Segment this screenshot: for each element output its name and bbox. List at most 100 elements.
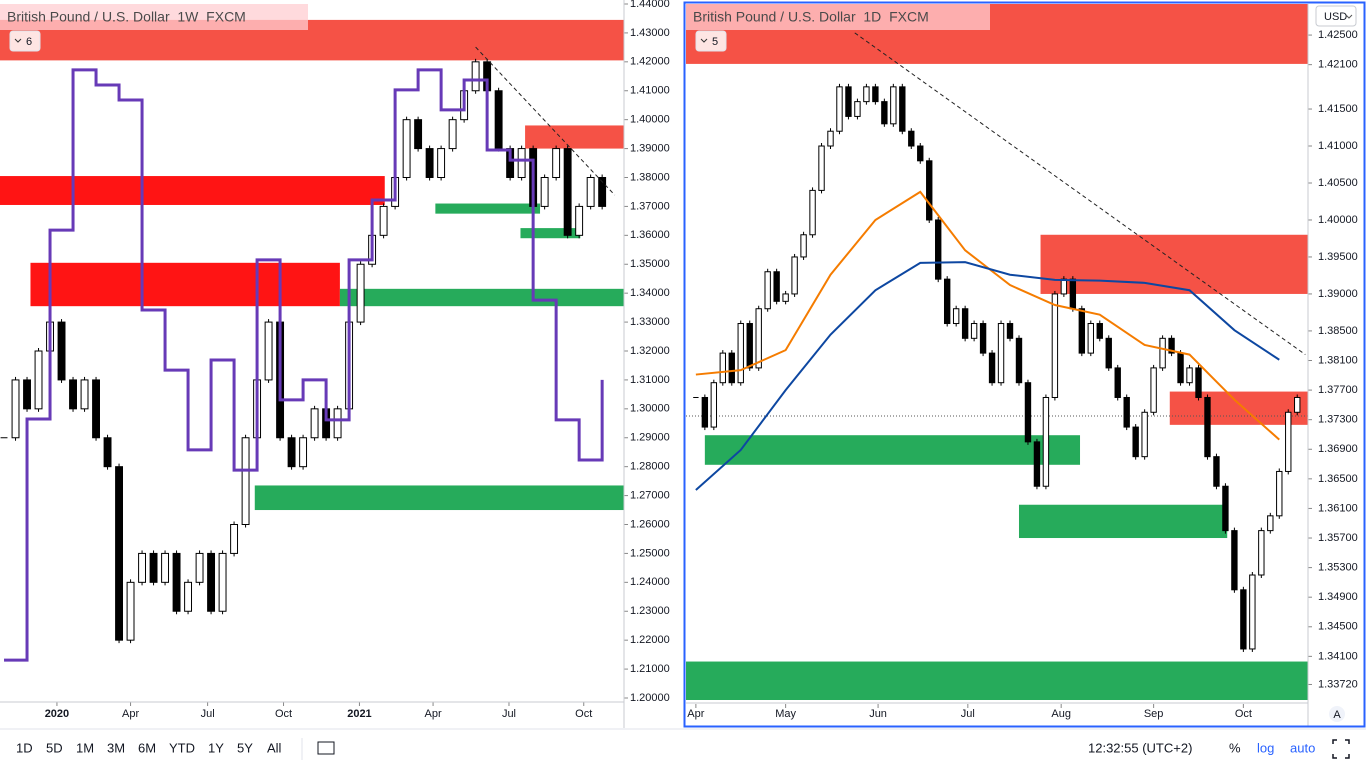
compare-icon[interactable] <box>317 741 335 755</box>
range-button[interactable]: 3M <box>107 740 125 755</box>
currency-button[interactable] <box>1315 5 1357 27</box>
y-tick-label: 1.25000 <box>630 547 670 559</box>
candle <box>80 379 89 410</box>
zone <box>525 125 624 149</box>
x-tick-label: Apr <box>687 708 704 720</box>
x-tick-label: Oct <box>275 708 292 720</box>
candle <box>103 437 112 468</box>
candle <box>402 119 411 178</box>
candle <box>800 234 807 258</box>
fullscreen-icon[interactable] <box>1332 739 1350 759</box>
currency-label: USD <box>1324 11 1347 23</box>
candle <box>57 321 66 381</box>
candle <box>1096 323 1103 339</box>
candle <box>264 321 273 381</box>
auto-toggle[interactable]: auto <box>1290 740 1315 755</box>
candle <box>1186 367 1193 384</box>
zone <box>339 288 624 307</box>
y-tick-label: 1.23000 <box>630 605 670 617</box>
y-tick-label: 1.35700 <box>1318 532 1358 544</box>
candle <box>1204 396 1211 458</box>
candle <box>494 90 503 150</box>
candle <box>872 86 879 103</box>
y-tick-label: 1.24000 <box>630 576 670 588</box>
candle <box>1267 515 1274 532</box>
charts: 1.20000 1.21000 1.22000 1.23000 1.24000 1.250… <box>0 0 1358 720</box>
candle <box>1213 456 1220 487</box>
toolbar: 12:32:55 (UTC+2) % log auto 1D 5D 1M 3M 6M YT… <box>16 738 1350 760</box>
candle <box>809 189 816 236</box>
candle <box>356 263 365 323</box>
log-toggle[interactable]: log <box>1257 740 1274 755</box>
x-tick-label: Oct <box>575 708 592 720</box>
range-button[interactable]: 1M <box>76 740 94 755</box>
chart-pane: 1.20000 1.21000 1.22000 1.23000 1.24000 1.250… <box>0 0 670 720</box>
candle <box>961 308 969 339</box>
indicator-line <box>4 68 604 662</box>
indicator-badge[interactable] <box>695 30 727 52</box>
range-button[interactable]: All <box>267 740 282 755</box>
y-tick-label: 1.31000 <box>630 374 670 386</box>
candle <box>773 271 780 302</box>
y-tick-label: 1.41000 <box>1318 140 1358 152</box>
x-tick-label: May <box>775 708 796 720</box>
zone <box>435 203 541 214</box>
y-tick-label: 1.42500 <box>1318 29 1358 41</box>
candle <box>517 148 526 178</box>
candle <box>1276 470 1283 517</box>
x-tick-label: Apr <box>122 708 139 720</box>
y-tick-label: 1.37700 <box>1318 384 1358 396</box>
candle <box>11 379 20 439</box>
y-tick-label: 1.22000 <box>630 634 670 646</box>
percent-toggle[interactable]: % <box>1229 740 1241 755</box>
candle <box>746 323 753 369</box>
y-tick-label: 1.40000 <box>630 114 670 126</box>
candle <box>979 323 987 354</box>
indicator-badge[interactable] <box>9 30 41 52</box>
range-button[interactable]: 5D <box>46 740 63 755</box>
badge-arrow <box>14 38 22 43</box>
candle <box>115 466 123 641</box>
candle <box>425 148 434 178</box>
range-button[interactable]: YTD <box>169 740 195 755</box>
candle <box>34 350 43 410</box>
candle <box>1078 308 1086 354</box>
y-tick-label: 1.33000 <box>630 316 670 328</box>
zone <box>520 228 581 239</box>
x-tick-label: Jul <box>201 708 215 720</box>
candle <box>414 119 423 150</box>
chart-title: British Pound / U.S. Dollar 1W FXCM <box>7 9 246 25</box>
candle <box>138 552 147 583</box>
candle <box>701 396 709 428</box>
candle <box>1249 574 1256 650</box>
y-tick-label: 1.41500 <box>1318 103 1358 115</box>
candle <box>1006 323 1014 339</box>
candle <box>1042 396 1050 487</box>
range-button[interactable]: 1D <box>16 740 33 755</box>
y-tick-label: 1.34000 <box>630 287 670 299</box>
y-tick-label: 1.42100 <box>1318 59 1358 71</box>
candle <box>818 145 825 191</box>
range-button[interactable]: 1Y <box>208 740 224 755</box>
zone <box>1169 391 1308 425</box>
candle <box>728 352 735 384</box>
candle <box>997 323 1005 384</box>
range-button[interactable]: 5Y <box>237 740 253 755</box>
y-tick-label: 1.44000 <box>630 0 670 10</box>
dropdown-arrow <box>1345 14 1353 19</box>
y-tick-label: 1.39000 <box>1318 288 1358 300</box>
candle <box>890 86 897 125</box>
y-tick-label: 1.36900 <box>1318 443 1358 455</box>
auto-scale-button[interactable] <box>1329 706 1345 722</box>
candle <box>1141 411 1148 458</box>
y-tick-label: 1.36500 <box>1318 473 1358 485</box>
range-button[interactable]: 6M <box>138 740 156 755</box>
x-tick-label: Jul <box>961 708 975 720</box>
title-background <box>0 4 308 30</box>
candle <box>69 379 77 410</box>
candle <box>379 205 388 236</box>
x-tick-label: Aug <box>1051 708 1071 720</box>
candle <box>241 437 250 525</box>
candle <box>540 177 549 207</box>
